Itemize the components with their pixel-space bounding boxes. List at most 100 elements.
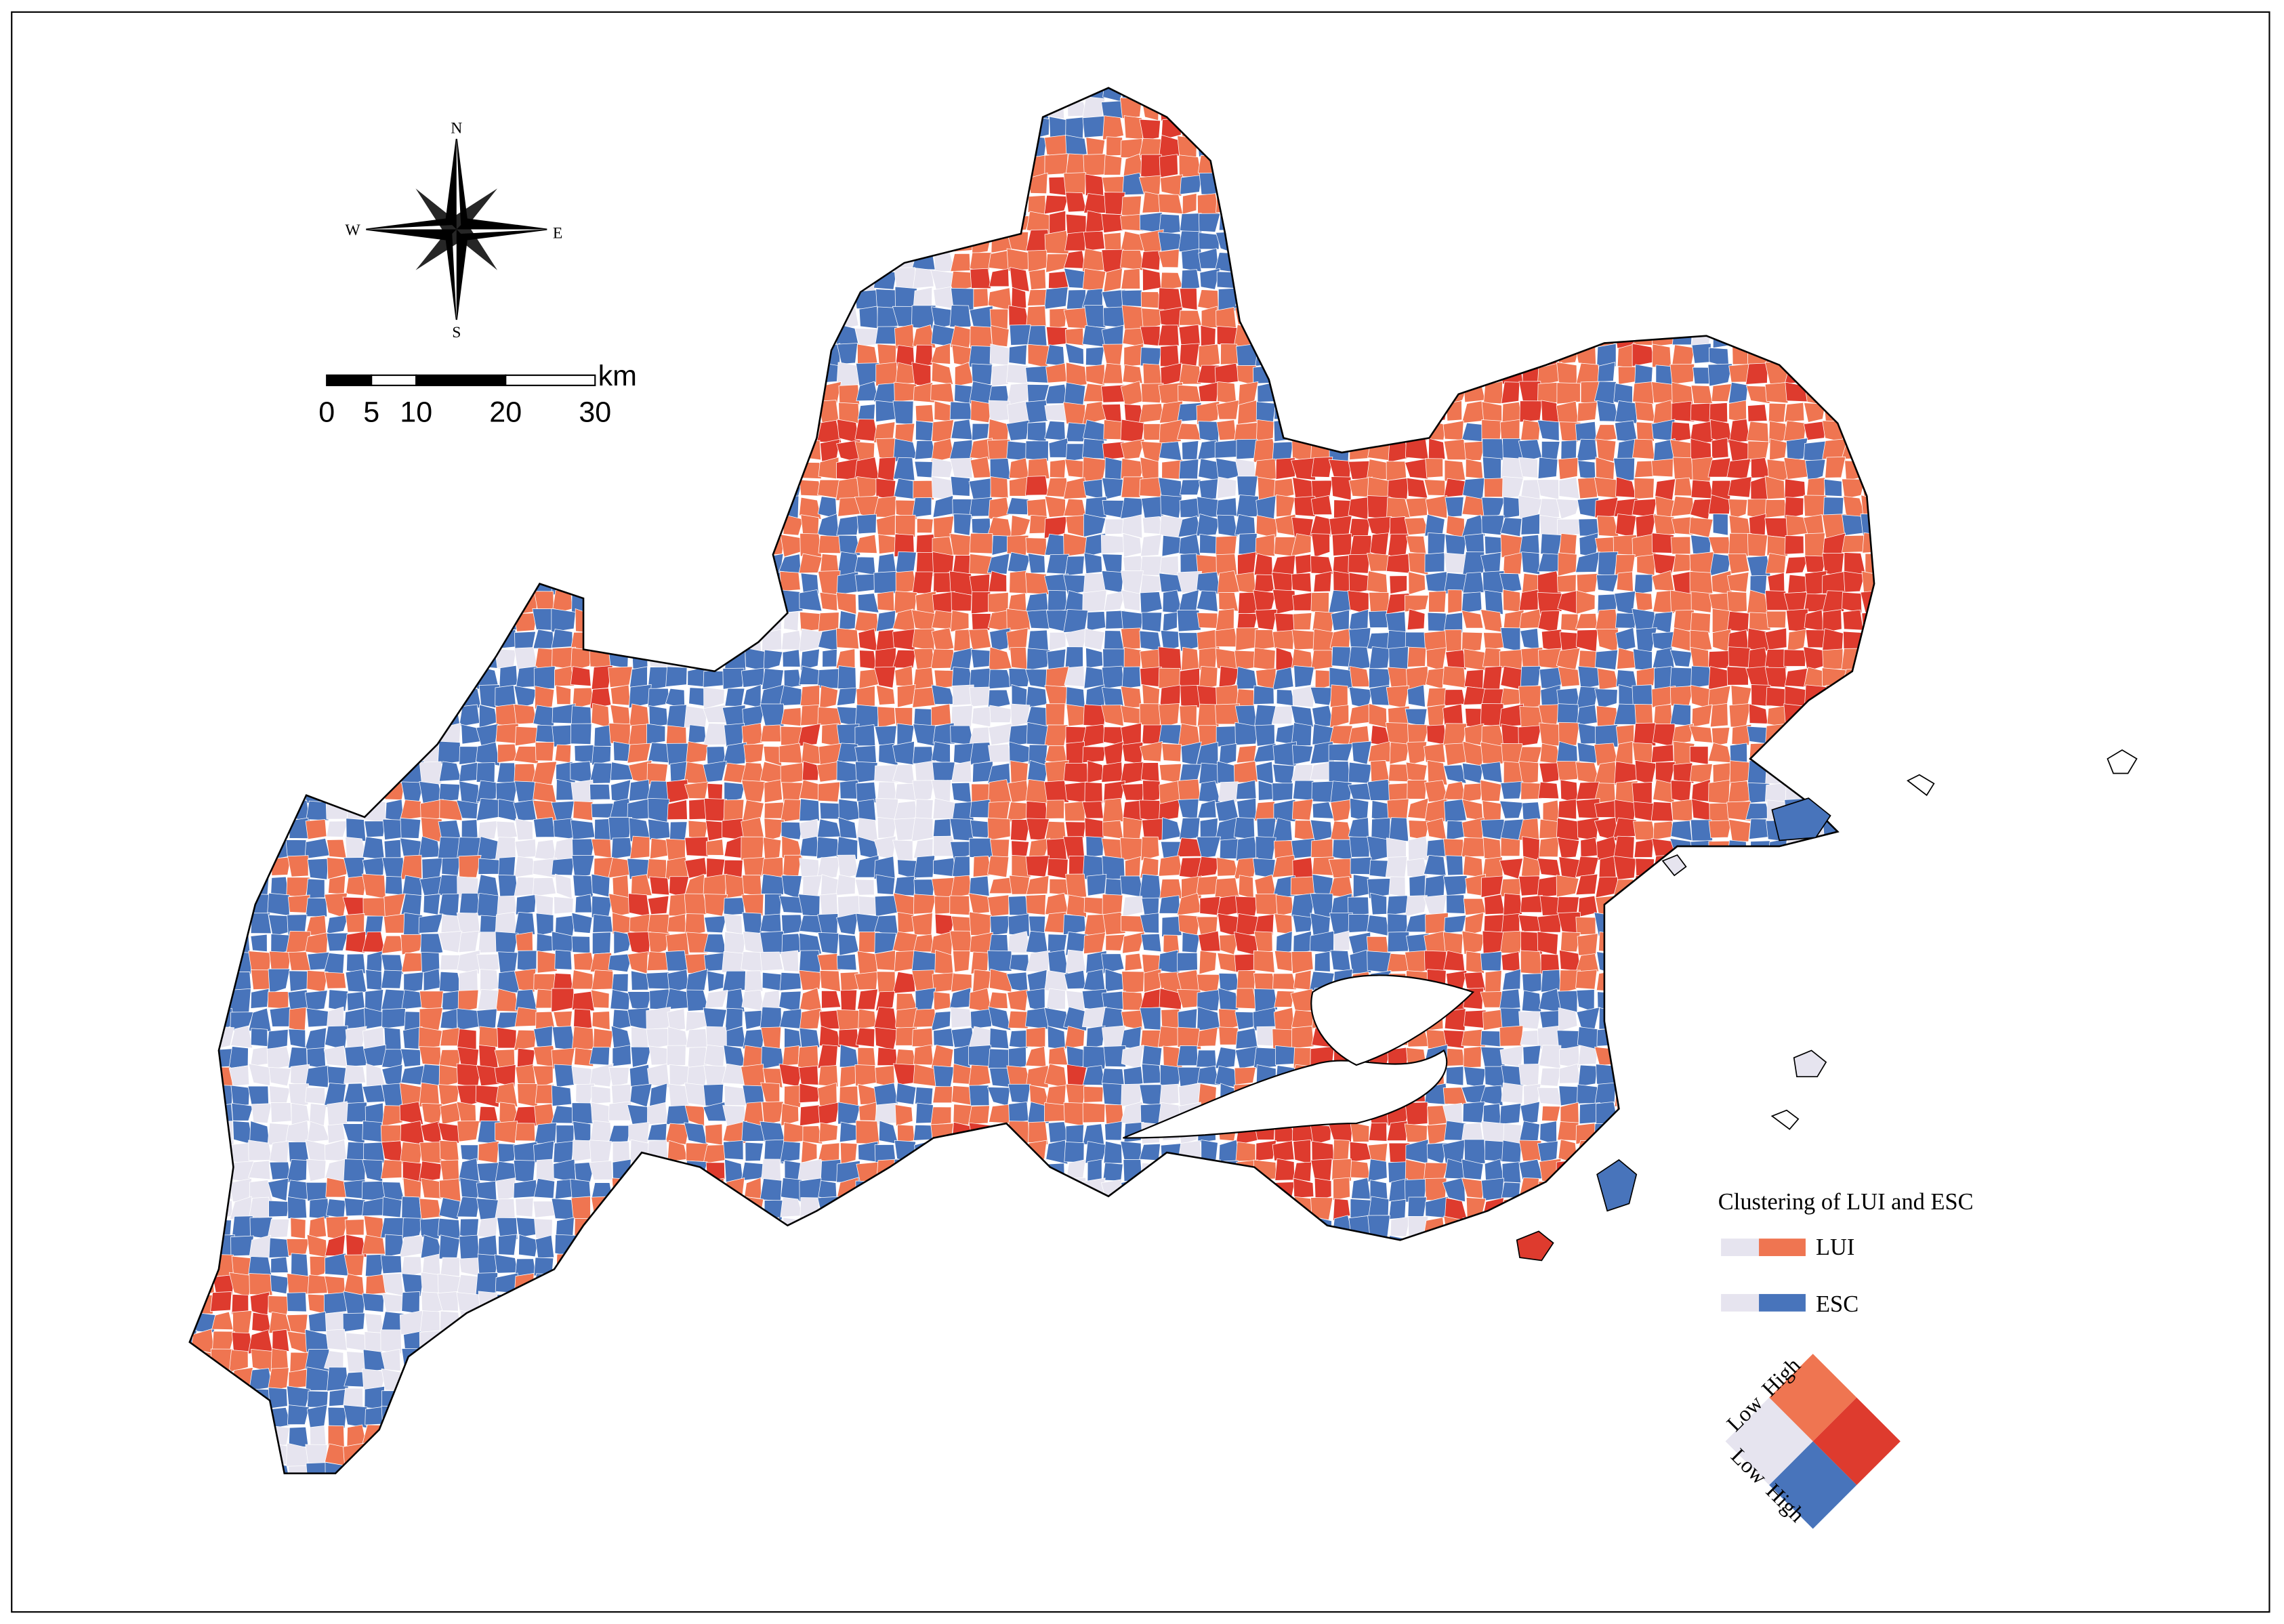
map-cell (514, 818, 533, 841)
map-cell (419, 1046, 442, 1066)
map-cell (799, 611, 822, 632)
map-cell (1139, 703, 1161, 727)
map-cell (854, 745, 877, 764)
map-cell (1712, 513, 1728, 536)
map-cell (970, 1008, 993, 1030)
map-cell (703, 797, 728, 822)
map-cell (1634, 591, 1653, 612)
map-cell (1043, 1102, 1066, 1122)
map-cell (1007, 989, 1029, 1012)
map-cell (707, 970, 725, 993)
map-cell (476, 797, 501, 821)
map-cell (1632, 782, 1653, 804)
map-cell (987, 950, 1012, 972)
map-cell (1086, 873, 1107, 896)
map-cell (1557, 703, 1579, 724)
map-cell (250, 934, 268, 952)
map-cell (250, 913, 272, 934)
map-cell (1027, 553, 1046, 574)
map-cell (894, 267, 917, 290)
map-cell (892, 628, 915, 651)
map-cell (1709, 802, 1730, 823)
map-cell (574, 745, 596, 764)
map-cell (1217, 514, 1239, 537)
map-cell (854, 704, 879, 728)
map-cell (1065, 213, 1087, 235)
map-cell (1446, 1066, 1464, 1086)
map-cell (476, 741, 501, 766)
map-cell (836, 458, 858, 480)
map-cell (1085, 346, 1105, 366)
map-cell (1312, 873, 1333, 896)
map-cell (742, 875, 762, 897)
map-cell (951, 782, 972, 804)
map-cell (1255, 401, 1276, 423)
map-cell (1218, 1026, 1239, 1045)
map-cell (1652, 343, 1672, 368)
map-cell (1653, 820, 1675, 841)
map-cell (856, 514, 877, 535)
map-cell (1196, 513, 1220, 537)
map-cell (799, 497, 822, 520)
map-cell (668, 893, 687, 917)
map-cell (1597, 551, 1619, 577)
map-cell (1575, 421, 1597, 441)
map-cell (1407, 779, 1428, 799)
map-cell (778, 743, 803, 764)
map-cell (990, 476, 1009, 499)
map-cell (837, 665, 856, 690)
map-cell (987, 817, 1011, 841)
map-cell (458, 969, 478, 992)
map-cell (1499, 930, 1524, 954)
map-cell (496, 1012, 518, 1030)
map-cell (1520, 419, 1541, 440)
map-cell (836, 515, 860, 536)
map-cell (1120, 686, 1142, 709)
map-cell (1310, 838, 1333, 858)
map-cell (478, 858, 500, 875)
map-cell (1121, 268, 1141, 289)
map-cell (760, 951, 784, 972)
map-cell (840, 989, 858, 1012)
map-cell (685, 1028, 708, 1049)
map-cell (1462, 572, 1484, 594)
map-cell (1615, 400, 1638, 424)
map-cell (1179, 817, 1201, 840)
map-cell (1138, 403, 1164, 423)
map-cell (684, 837, 709, 857)
map-cell (1043, 780, 1070, 803)
map-cell (915, 420, 934, 442)
map-cell (1103, 419, 1124, 440)
map-cell (1386, 685, 1410, 709)
map-cell (1405, 1102, 1428, 1126)
map-cell (440, 1102, 461, 1125)
map-cell (1182, 932, 1201, 953)
map-cell (1538, 837, 1560, 858)
map-cell (478, 1026, 499, 1048)
map-cell (951, 419, 973, 440)
map-cell (1046, 838, 1067, 861)
map-cell (1407, 477, 1428, 499)
map-cell (1006, 535, 1029, 556)
map-cell (1083, 1045, 1108, 1070)
map-cell (800, 835, 820, 858)
map-cell (1310, 591, 1329, 615)
map-cell (551, 857, 575, 876)
map-cell (1063, 762, 1089, 783)
map-cell (1160, 345, 1180, 368)
map-cell (478, 1106, 499, 1123)
map-cell (1745, 362, 1768, 385)
map-cell (1521, 990, 1542, 1013)
map-cell (1670, 536, 1691, 555)
map-cell (1709, 703, 1728, 728)
map-cell (1047, 589, 1068, 612)
map-cell (953, 629, 971, 652)
map-cell (1328, 761, 1351, 785)
map-cell (570, 666, 591, 687)
map-cell (1063, 308, 1087, 329)
map-cell (1425, 458, 1443, 478)
map-cell (856, 686, 875, 707)
map-cell (1140, 762, 1160, 783)
map-cell (365, 969, 383, 991)
map-cell (1027, 458, 1050, 480)
